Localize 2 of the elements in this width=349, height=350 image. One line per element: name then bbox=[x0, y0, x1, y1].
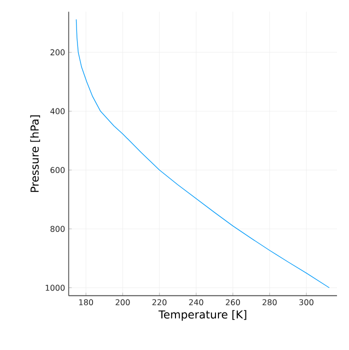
x-axis-title: Temperature [K] bbox=[158, 310, 246, 321]
y-axis-title: Pressure [hPa] bbox=[30, 115, 40, 192]
